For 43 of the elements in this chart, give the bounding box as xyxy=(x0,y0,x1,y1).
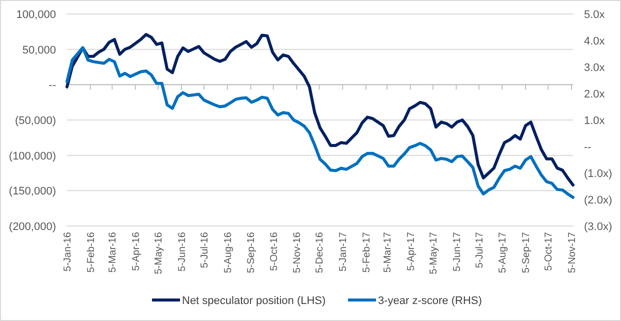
x-tick-label: 5-Jul-16 xyxy=(200,232,211,268)
x-tick-label: 5-Oct-16 xyxy=(268,232,280,271)
x-tick-label: 5-Dec-16 xyxy=(314,232,326,274)
x-tick-label: 5-May-16 xyxy=(154,232,165,274)
y-tick-label: (150,000) xyxy=(8,186,56,198)
x-tick-label: 5-Sep-17 xyxy=(521,232,532,274)
x-tick-label: 5-Feb-17 xyxy=(361,232,372,273)
x-tick-label: 5-Aug-17 xyxy=(498,232,509,274)
y2-tick-label: 4.0x xyxy=(584,36,606,48)
x-tick-label: 5-Mar-16 xyxy=(108,232,119,273)
y2-tick-label: (2.0x) xyxy=(584,194,612,206)
y2-tick-label: 2.0x xyxy=(584,88,606,100)
y-tick-label: (200,000) xyxy=(8,221,56,233)
y-tick-label: -- xyxy=(48,80,56,92)
y2-tick-label: (1.0x) xyxy=(584,168,612,180)
y2-tick-label: 3.0x xyxy=(584,62,606,74)
legend-label: 3-year z-score (RHS) xyxy=(378,295,482,307)
y-tick-label: (100,000) xyxy=(8,150,56,162)
x-tick-label: 5-Feb-16 xyxy=(86,232,97,273)
x-tick-label: 5-Apr-17 xyxy=(406,232,417,271)
y-tick-label: (50,000) xyxy=(15,115,56,127)
y2-tick-label: (3.0x) xyxy=(584,221,612,233)
y-tick-label: 100,000 xyxy=(16,9,56,21)
y2-tick-label: -- xyxy=(584,142,592,154)
line-series xyxy=(66,32,574,187)
x-tick-label: 5-Jun-16 xyxy=(176,232,188,272)
legend-label: Net speculator position (LHS) xyxy=(182,295,326,307)
x-tick-label: 5-Nov-16 xyxy=(292,232,304,274)
x-tick-label: 5-Sep-16 xyxy=(246,232,258,274)
x-tick-label: 5-Jan-17 xyxy=(338,232,350,272)
x-tick-label: 5-Mar-17 xyxy=(382,232,394,273)
line-series xyxy=(66,46,574,199)
x-tick-label: 5-Jan-16 xyxy=(62,232,74,272)
x-tick-label: 5-Aug-16 xyxy=(222,232,234,274)
x-tick-label: 5-Apr-16 xyxy=(131,232,142,271)
x-tick-label: 5-Oct-17 xyxy=(544,232,555,271)
x-tick-label: 5-Jun-17 xyxy=(452,232,463,272)
x-tick-label: 5-Nov-17 xyxy=(566,232,578,274)
y2-tick-label: 5.0x xyxy=(584,9,606,21)
y-tick-label: 50,000 xyxy=(22,44,56,56)
x-tick-label: 5-Jul-17 xyxy=(474,232,486,268)
x-tick-label: 5-May-17 xyxy=(428,232,440,274)
y2-tick-label: 1.0x xyxy=(584,115,606,127)
